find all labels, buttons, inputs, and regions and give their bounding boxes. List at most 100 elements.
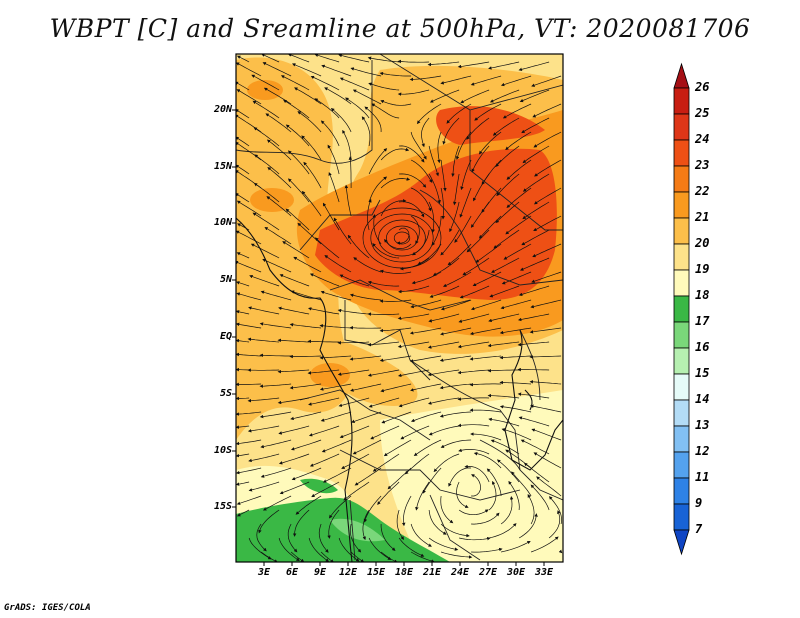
colorbar-label-12: 12 — [695, 444, 710, 458]
streamline — [440, 327, 472, 336]
streamline — [437, 131, 442, 164]
streamline — [379, 355, 412, 363]
streamline — [236, 411, 262, 416]
streamline — [428, 145, 439, 177]
streamline — [500, 75, 532, 87]
streamline — [427, 61, 460, 67]
colorbar-swatch — [673, 87, 690, 115]
streamline — [352, 439, 382, 455]
streamline — [428, 173, 441, 204]
streamline — [536, 476, 562, 497]
streamline — [489, 523, 517, 539]
streamline — [368, 176, 388, 203]
streamline — [322, 467, 352, 483]
streamline — [260, 439, 292, 449]
streamline — [368, 537, 392, 561]
streamline — [530, 484, 550, 511]
streamline — [501, 428, 532, 441]
map-frame — [235, 53, 564, 563]
streamline — [303, 161, 322, 189]
streamline — [489, 89, 520, 103]
streamline — [496, 459, 520, 483]
streamline — [399, 145, 425, 163]
streamline — [505, 131, 532, 151]
streamline — [399, 257, 430, 271]
streamline — [248, 481, 280, 492]
colorbar-label-19: 19 — [695, 262, 710, 276]
streamline — [522, 173, 550, 192]
streamline — [534, 159, 562, 177]
streamline — [439, 411, 472, 418]
streamline — [350, 551, 365, 562]
streamline — [500, 495, 514, 525]
lon-label-6e: 6E — [285, 567, 299, 578]
streamline — [354, 467, 382, 486]
streamline — [427, 341, 460, 349]
streamline — [488, 417, 520, 427]
colorbar-swatch — [673, 191, 690, 219]
streamline — [397, 89, 430, 96]
streamline — [464, 464, 490, 483]
streamline — [308, 537, 330, 562]
streamline — [319, 355, 352, 360]
streamline — [427, 397, 460, 405]
streamline — [505, 215, 532, 235]
streamline — [410, 523, 432, 547]
lat-label-10s: 10S — [213, 445, 232, 456]
streamline — [352, 89, 382, 105]
streamline — [320, 551, 335, 562]
streamline — [521, 229, 550, 246]
streamline — [347, 234, 370, 259]
streamline — [410, 131, 427, 160]
streamline — [371, 103, 400, 119]
streamline — [442, 117, 460, 145]
streamline — [339, 274, 370, 287]
streamline — [292, 509, 310, 537]
streamline — [266, 196, 292, 217]
streamline — [470, 299, 502, 311]
footer-credit: GrADS: IGES/COLA — [4, 603, 91, 613]
streamline — [333, 217, 352, 245]
streamline — [337, 369, 370, 376]
streamline — [380, 551, 398, 562]
streamline — [327, 509, 340, 539]
streamline — [344, 184, 352, 217]
streamline — [328, 171, 340, 203]
country-boundaries — [236, 54, 563, 561]
streamline — [462, 257, 490, 276]
streamline — [478, 215, 502, 239]
streamline — [292, 63, 322, 77]
lon-label-30e: 30E — [506, 567, 526, 578]
streamline — [501, 271, 532, 285]
streamline — [348, 156, 353, 188]
streamline — [247, 397, 280, 403]
streamline — [350, 67, 382, 77]
streamline — [349, 293, 382, 301]
streamline — [247, 425, 280, 433]
streamline — [517, 392, 550, 399]
shading-layer — [236, 54, 563, 562]
streamline — [236, 467, 262, 475]
streamline — [428, 425, 460, 436]
streamline — [523, 462, 550, 483]
streamline — [470, 201, 490, 228]
streamline — [499, 355, 532, 360]
streamline — [343, 481, 370, 501]
streamline — [495, 201, 520, 224]
streamline — [501, 540, 531, 553]
streamline — [410, 383, 442, 392]
streamline — [440, 523, 470, 538]
colorbar-swatch — [673, 243, 690, 271]
streamline — [311, 481, 340, 498]
cyclone-streamline — [370, 213, 434, 263]
streamline — [471, 474, 481, 497]
streamline — [236, 55, 250, 63]
colorbar-swatch — [673, 139, 690, 167]
streamline — [454, 215, 472, 243]
lon-label-3e: 3E — [257, 567, 271, 578]
streamline — [511, 471, 532, 497]
streamline — [459, 187, 472, 218]
streamline — [487, 393, 520, 399]
streamline — [517, 341, 550, 347]
lon-label-27e: 27E — [478, 567, 498, 578]
